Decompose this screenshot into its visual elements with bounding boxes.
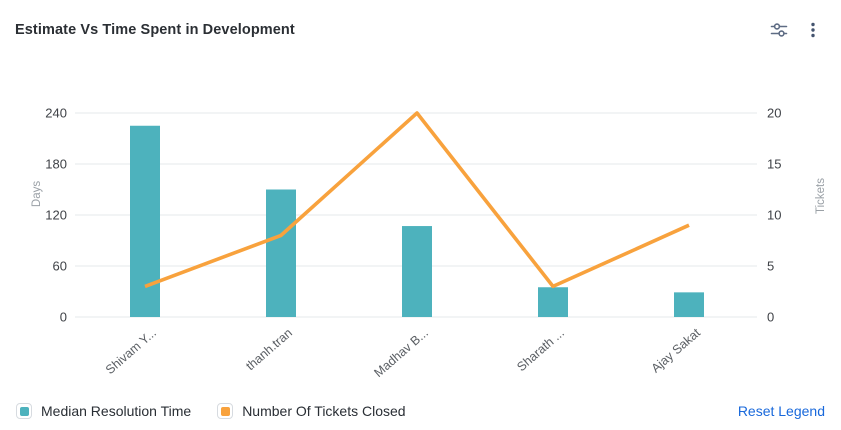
y-left-tick-label: 0 (60, 310, 67, 325)
x-axis-label-thanh-tran: thanh.tran (243, 326, 295, 374)
legend-item-median-resolution-time[interactable]: Median Resolution Time (16, 403, 191, 419)
settings-sliders-icon (770, 23, 788, 37)
y-left-axis-title: Days (31, 181, 43, 207)
bar-thanh-tran[interactable] (266, 189, 296, 318)
y-left-tick-label: 180 (45, 157, 67, 172)
y-left-tick-label: 240 (45, 106, 67, 121)
chart-header: Estimate Vs Time Spent in Development (0, 0, 841, 54)
line-number-of-tickets-closed[interactable] (144, 111, 690, 289)
legend-swatch-color (19, 406, 29, 416)
y-right-tick-label: 0 (767, 310, 774, 325)
y-right-tick-label: 5 (767, 259, 774, 274)
legend-label: Median Resolution Time (41, 403, 192, 419)
y-left-tick-label: 60 (53, 259, 67, 274)
chart-settings-button[interactable] (765, 16, 793, 44)
chart-title: Estimate Vs Time Spent in Development (15, 22, 295, 38)
bar-sharath[interactable] (538, 287, 568, 317)
x-axis-label-ajay-sakat: Ajay Sakat (649, 325, 704, 375)
chart-legend: Median Resolution Time Number Of Tickets… (16, 403, 406, 419)
x-axis-label-sharath: Sharath ... (514, 326, 567, 374)
legend-swatch (217, 403, 234, 419)
y-right-tick-label: 15 (767, 157, 781, 172)
legend-item-number-of-tickets-closed[interactable]: Number Of Tickets Closed (217, 403, 406, 419)
chart-footer: Median Resolution Time Number Of Tickets… (16, 403, 825, 419)
chart-header-actions (765, 16, 827, 44)
kebab-menu-icon (811, 22, 815, 38)
y-right-tick-label: 10 (767, 208, 781, 223)
bar-madhav-b[interactable] (402, 226, 432, 317)
y-left-tick-label: 120 (45, 208, 67, 223)
legend-swatch (16, 403, 32, 419)
legend-swatch-color (220, 406, 230, 416)
y-right-axis-title: Tickets (815, 178, 827, 214)
x-axis-label-shivam-y: Shivam Y... (103, 326, 159, 377)
bar-ajay-sakat[interactable] (674, 292, 704, 317)
bar-shivam-y[interactable] (130, 125, 160, 317)
y-right-tick-label: 20 (767, 106, 781, 121)
x-axis-label-madhav-b: Madhav B... (371, 326, 431, 380)
legend-label: Number Of Tickets Closed (242, 403, 406, 419)
reset-legend-link[interactable]: Reset Legend (737, 403, 825, 419)
chart-menu-button[interactable] (799, 16, 827, 44)
